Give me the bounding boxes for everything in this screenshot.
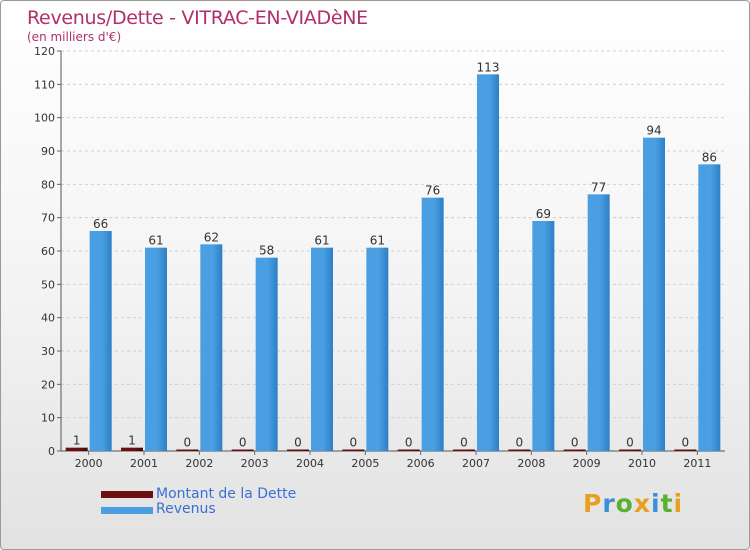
- bar-debt: [453, 449, 475, 451]
- y-tick-label: 30: [41, 345, 55, 358]
- bar-debt: [619, 449, 641, 451]
- data-labels: 1 66 1 61 0 62 0 58 0 61 0 61 0 76 0 113 0 69 0 77 0 94 0 86: [73, 60, 717, 449]
- bar-revenus: [255, 257, 278, 451]
- x-tick-label: 2000: [75, 457, 103, 470]
- legend-swatch-revenus: [101, 507, 153, 514]
- y-tick-label: 10: [41, 412, 55, 425]
- bar-debt: [674, 449, 697, 451]
- legend-label-revenus: Revenus: [156, 501, 216, 517]
- logo-letter: t: [660, 489, 674, 518]
- bar-revenus: [477, 74, 499, 451]
- data-label-revenus: 58: [259, 244, 274, 258]
- y-tick-label: 70: [41, 212, 55, 225]
- proxiti-logo: Proxiti: [583, 489, 683, 518]
- data-label-debt: 0: [626, 436, 634, 450]
- data-label-debt: 1: [73, 434, 81, 448]
- bar-revenus: [587, 194, 610, 452]
- bar-revenus: [421, 197, 444, 451]
- bar-revenus: [698, 164, 721, 452]
- data-label-revenus: 69: [536, 207, 551, 221]
- x-tick-label: 2011: [683, 457, 711, 470]
- x-tick-label: 2002: [185, 457, 213, 470]
- bar-revenus: [200, 244, 223, 451]
- y-tick-label: 20: [41, 378, 55, 391]
- bar-revenus: [311, 247, 333, 451]
- bar-debt: [121, 447, 143, 451]
- data-label-debt: 0: [184, 436, 192, 450]
- bar-revenus: [145, 247, 167, 451]
- data-label-revenus: 77: [591, 180, 606, 194]
- bars: [65, 74, 721, 452]
- y-tick-label: 60: [41, 245, 55, 258]
- data-label-revenus: 62: [204, 230, 219, 244]
- x-tick-label: 2004: [296, 457, 324, 470]
- bar-debt: [65, 447, 88, 451]
- bar-debt: [563, 449, 586, 451]
- bar-debt: [176, 449, 199, 451]
- x-tick-label: 2009: [573, 457, 601, 470]
- y-tick-label: 120: [34, 45, 55, 58]
- bar-debt: [397, 449, 420, 451]
- x-tick-label: 2008: [517, 457, 545, 470]
- data-label-revenus: 94: [646, 124, 661, 138]
- data-label-debt: 0: [350, 436, 358, 450]
- data-label-debt: 0: [682, 436, 690, 450]
- logo-letter: i: [651, 489, 661, 518]
- y-tick-label: 100: [34, 112, 55, 125]
- bar-revenus: [532, 221, 555, 451]
- y-tick-label: 90: [41, 145, 55, 158]
- y-tick-label: 0: [48, 445, 55, 458]
- x-tick-label: 2007: [462, 457, 490, 470]
- x-tick-label: 2005: [351, 457, 379, 470]
- logo-letter: r: [602, 489, 616, 518]
- data-label-debt: 0: [294, 436, 302, 450]
- gridlines: [61, 50, 725, 452]
- bar-revenus: [643, 137, 665, 451]
- y-tick-label: 80: [41, 178, 55, 191]
- bar-debt: [287, 449, 309, 451]
- y-tick-label: 110: [34, 78, 55, 91]
- bar-debt: [231, 449, 254, 451]
- data-label-debt: 1: [128, 434, 136, 448]
- data-label-revenus: 86: [702, 150, 717, 164]
- legend-swatch-debt: [101, 491, 153, 498]
- chart-title: Revenus/Dette - VITRAC-EN-VIADèNE: [27, 7, 368, 29]
- logo-letter: x: [633, 489, 651, 518]
- y-tick-label: 50: [41, 278, 55, 291]
- chart-subtitle: (en milliers d'€): [27, 30, 122, 44]
- legend-label-debt: Montant de la Dette: [156, 486, 297, 502]
- data-label-debt: 0: [460, 436, 468, 450]
- data-label-revenus: 61: [370, 234, 385, 248]
- x-tick-label: 2006: [407, 457, 435, 470]
- data-label-debt: 0: [571, 436, 579, 450]
- data-label-debt: 0: [239, 436, 247, 450]
- data-label-revenus: 61: [148, 234, 163, 248]
- data-label-debt: 0: [516, 436, 524, 450]
- bar-revenus: [366, 247, 389, 451]
- data-label-revenus: 113: [477, 60, 500, 74]
- logo-letter: i: [673, 489, 684, 518]
- data-label-debt: 0: [405, 436, 413, 450]
- data-label-revenus: 61: [314, 234, 329, 248]
- x-tick-label: 2001: [130, 457, 158, 470]
- bar-debt: [342, 449, 365, 451]
- data-label-revenus: 76: [425, 184, 440, 198]
- x-tick-label: 2010: [628, 457, 656, 470]
- bar-revenus: [89, 231, 112, 451]
- bar-debt: [508, 449, 531, 451]
- logo-letter: P: [583, 489, 603, 518]
- x-tick-label: 2003: [241, 457, 269, 470]
- y-tick-label: 40: [41, 312, 55, 325]
- logo-letter: o: [615, 489, 634, 518]
- data-label-revenus: 66: [93, 217, 108, 231]
